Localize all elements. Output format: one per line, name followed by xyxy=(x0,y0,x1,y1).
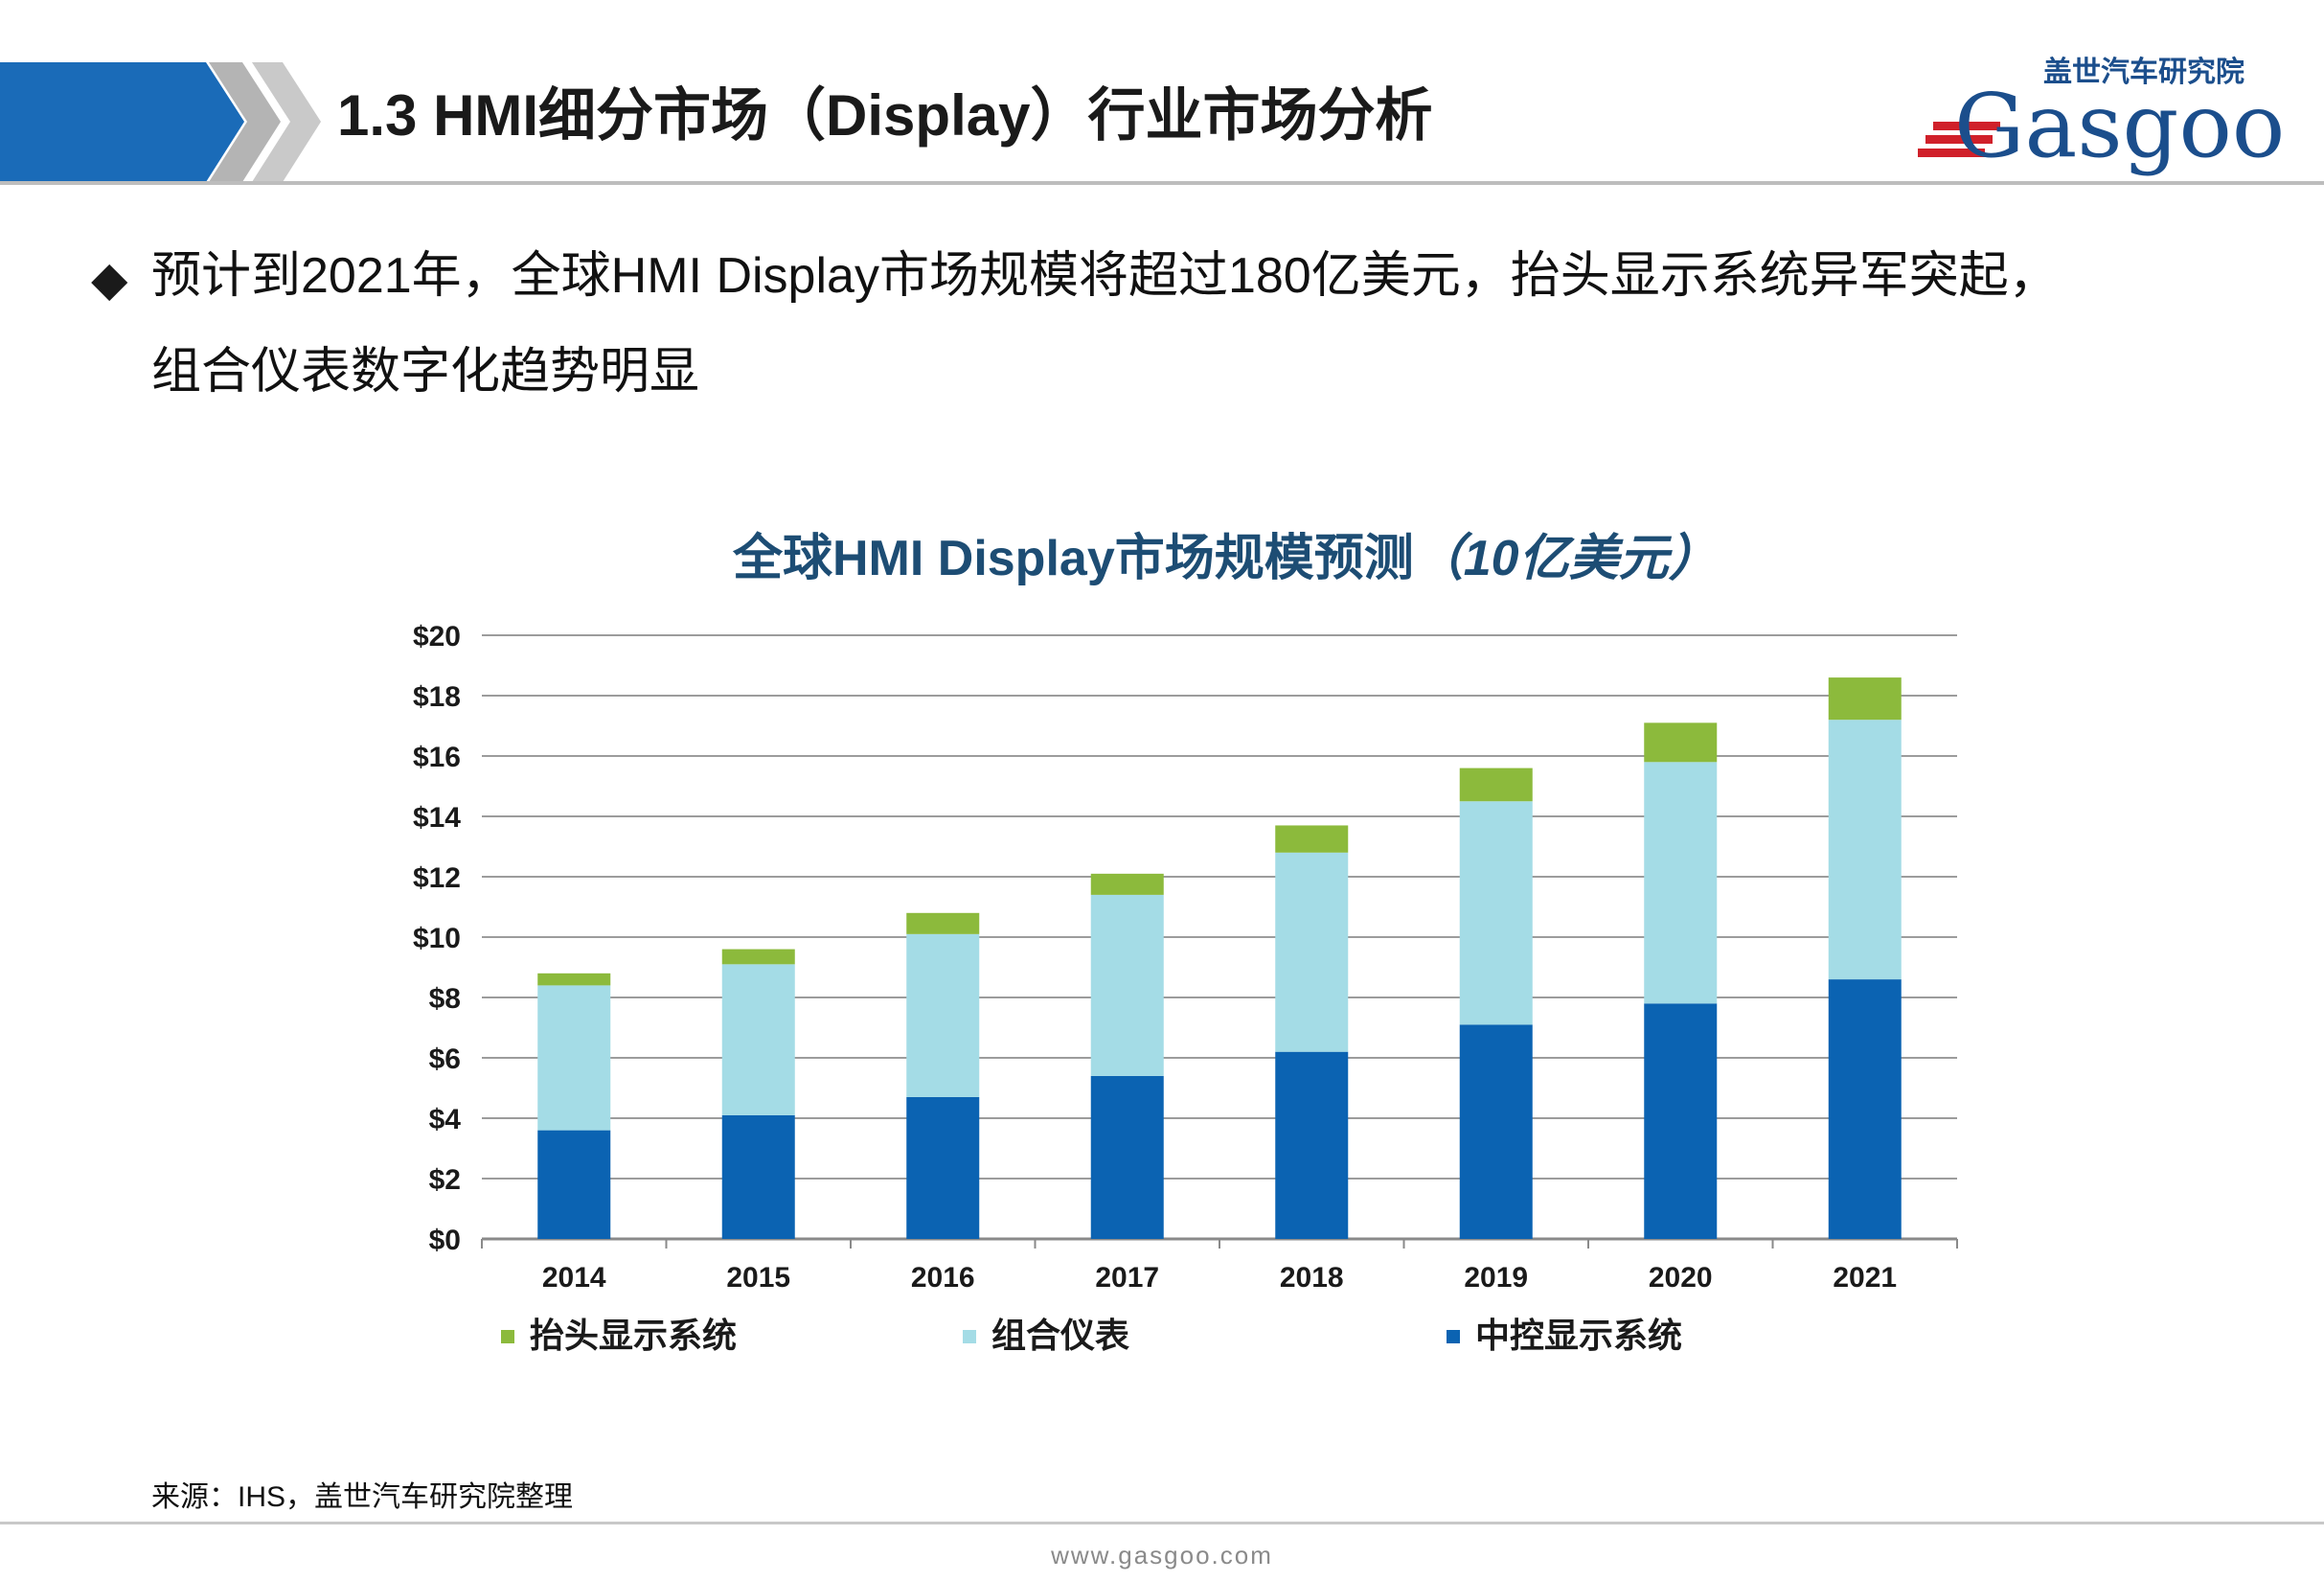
bar-segment xyxy=(721,1114,795,1239)
y-tick-label: $0 xyxy=(429,1225,461,1256)
bar-segment xyxy=(1090,894,1164,1076)
bar-segment xyxy=(906,1096,980,1239)
x-tick-label: 2016 xyxy=(911,1262,975,1294)
y-tick-label: $12 xyxy=(413,862,461,894)
chart-title: 全球HMI Display市场规模预测（10亿美元） xyxy=(733,517,1719,589)
legend-label: 抬头显示系统 xyxy=(530,1317,737,1356)
x-tick-label: 2018 xyxy=(1280,1262,1344,1294)
legend-swatch xyxy=(1447,1330,1460,1343)
legend-swatch xyxy=(963,1330,976,1343)
logo-stripe-2 xyxy=(1925,135,1993,144)
bar-segment xyxy=(537,973,611,986)
legend-swatch xyxy=(501,1330,514,1343)
header-blue-block xyxy=(0,62,244,182)
chart-title-main: 全球HMI Display市场规模预测 xyxy=(733,531,1414,586)
bar-segment xyxy=(1275,825,1349,853)
bar-segment xyxy=(537,985,611,1131)
logo-wordmark: Gasgoo xyxy=(1954,75,2285,177)
header-chevron-2 xyxy=(252,62,321,182)
x-tick-label: 2014 xyxy=(542,1262,606,1294)
bar-segment xyxy=(1459,768,1533,802)
bar-segment xyxy=(1090,873,1164,895)
bar-segment xyxy=(721,949,795,965)
diamond-bullet-icon: ◆ xyxy=(91,252,128,306)
bar-segment xyxy=(537,1130,611,1239)
y-tick-label: $18 xyxy=(413,681,461,713)
stacked-bar-chart: $0 $2 $4 $6 $8 $10 $12 $14 $16 $18 $20 2014 2015 2016… xyxy=(413,621,1958,1356)
x-tick-label: 2017 xyxy=(1095,1262,1159,1294)
bullet-block: ◆ 预计到2021年，全球HMI Display市场规模将超过180亿美元，抬头… xyxy=(91,228,2246,420)
logo-stripe-3 xyxy=(1918,149,1985,157)
bar-segment xyxy=(1644,1003,1718,1239)
y-tick-label: $8 xyxy=(429,983,461,1015)
logo-stripe-1 xyxy=(1933,122,2000,130)
header-band xyxy=(0,62,2324,185)
bullet-line-2: 组合仪表数字化趋势明显 xyxy=(151,344,700,400)
x-tick-label: 2021 xyxy=(1833,1262,1897,1294)
logo-tagline: 盖世汽车研究院 xyxy=(2043,56,2244,89)
footer-url: www.gasgoo.com xyxy=(1051,1541,1273,1570)
x-tick-label: 2020 xyxy=(1649,1262,1713,1294)
source-note: 来源：IHS，盖世汽车研究院整理 xyxy=(151,1481,574,1513)
bar-segment xyxy=(1644,722,1718,763)
bullet-line-1: 预计到2021年，全球HMI Display市场规模将超过180亿美元，抬头显示… xyxy=(151,248,2059,304)
bar-segment xyxy=(1644,762,1718,1004)
y-tick-label: $10 xyxy=(413,923,461,954)
bar-segment xyxy=(1090,1075,1164,1239)
footer-divider xyxy=(0,1522,2324,1524)
page-title: 1.3 HMI细分市场（Display）行业市场分析 xyxy=(337,83,1433,148)
legend-label: 组合仪表 xyxy=(991,1317,1129,1356)
gasgoo-logo: 盖世汽车研究院 Gasgoo xyxy=(1918,56,2285,177)
bar-segment xyxy=(1459,801,1533,1025)
y-tick-label: $6 xyxy=(429,1043,461,1075)
header-rule xyxy=(0,181,2324,185)
chart-title-unit: （10亿美元） xyxy=(1413,531,1719,586)
y-tick-label: $16 xyxy=(413,742,461,773)
header-chevron-1 xyxy=(209,62,281,182)
y-tick-label: $2 xyxy=(429,1164,461,1196)
y-tick-label: $14 xyxy=(413,802,461,834)
y-tick-label: $4 xyxy=(429,1104,462,1135)
bar-segment xyxy=(1275,852,1349,1052)
bar-segment xyxy=(1459,1024,1533,1239)
bar-segment xyxy=(906,933,980,1097)
legend-label: 中控显示系统 xyxy=(1475,1317,1682,1356)
x-tick-label: 2019 xyxy=(1464,1262,1528,1294)
bar-segment xyxy=(1828,677,1902,721)
bar-segment xyxy=(1828,979,1902,1239)
bar-segment xyxy=(1828,720,1902,980)
y-tick-label: $20 xyxy=(413,621,461,653)
bar-segment xyxy=(721,964,795,1115)
bar-segment xyxy=(906,912,980,934)
x-tick-label: 2015 xyxy=(726,1262,790,1294)
bar-segment xyxy=(1275,1051,1349,1239)
